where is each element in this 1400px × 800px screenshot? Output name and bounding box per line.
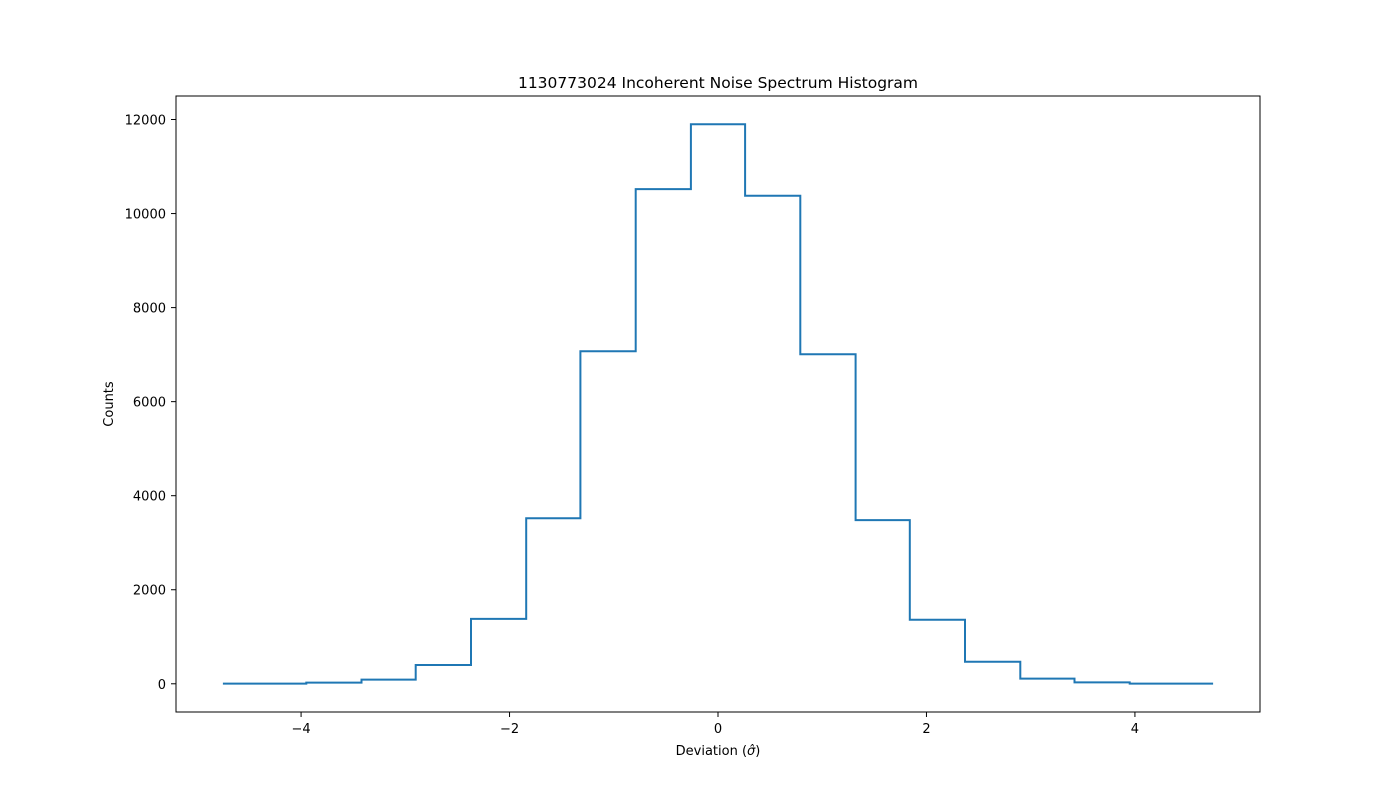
x-tick-label: −4 (291, 722, 310, 737)
y-axis: 0 2000 4000 6000 8000 10000 12000 (125, 114, 176, 693)
y-tick-label: 12000 (125, 114, 166, 129)
y-tick-label: 8000 (133, 302, 166, 317)
x-tick-label: −2 (500, 722, 519, 737)
plot-area (222, 123, 1214, 685)
y-tick-label: 6000 (133, 396, 166, 411)
histogram-step-line (222, 123, 1214, 685)
x-tick-label: 2 (922, 722, 930, 737)
y-axis-title: Counts (102, 381, 117, 427)
x-axis-title: Deviation (σ̂) (676, 744, 761, 759)
x-axis: −4 −2 0 2 4 (291, 712, 1139, 737)
x-tick-label: 4 (1131, 722, 1139, 737)
y-tick-label: 2000 (133, 584, 166, 599)
axes-frame (175, 95, 1261, 713)
y-tick-label: 10000 (125, 208, 166, 223)
y-tick-label: 4000 (133, 490, 166, 505)
chart-title: 1130773024 Incoherent Noise Spectrum His… (518, 74, 918, 92)
y-tick-label: 0 (158, 678, 166, 693)
x-tick-label: 0 (714, 722, 722, 737)
